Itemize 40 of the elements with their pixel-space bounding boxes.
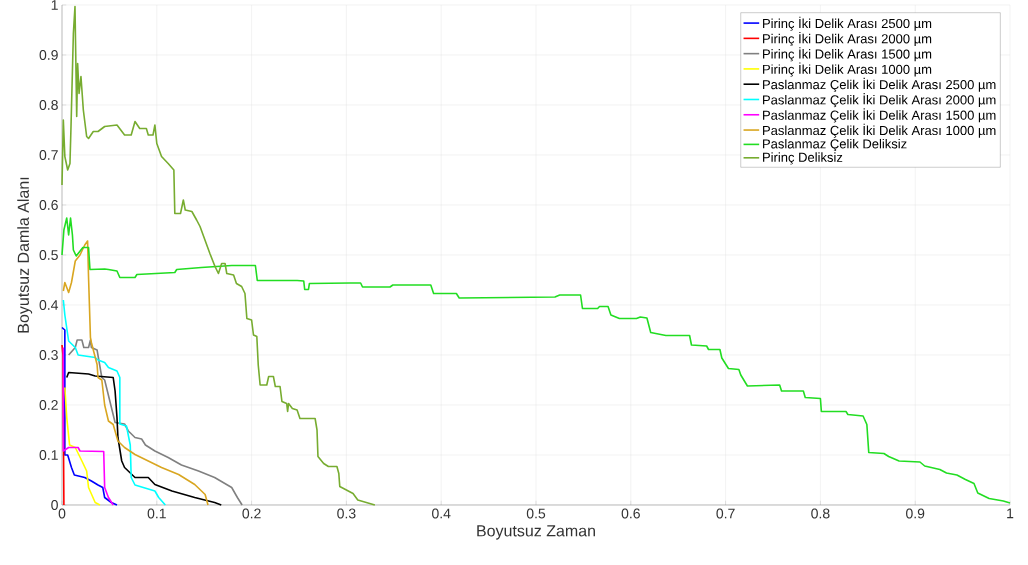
x-tick-label: 0.5 [526, 508, 546, 519]
legend-label: Paslanmaz Çelik İki Delik Arası 1000 µm [763, 123, 996, 138]
y-tick-label: 1 [51, 0, 58, 10]
line-series [65, 371, 223, 506]
legend-label: Pirinç İki Delik Arası 1000 µm [763, 62, 932, 77]
legend-label: Pirinç Deliksiz [763, 152, 843, 165]
y-tick-label: 0.3 [39, 350, 58, 360]
legend-label: Paslanmaz Çelik İki Delik Arası 2500 µm [763, 77, 996, 92]
legend-label: Paslanmaz Çelik Deliksiz [763, 138, 907, 152]
line-series [64, 386, 101, 506]
x-tick-label: 0.8 [811, 508, 830, 519]
y-tick-label: 0.9 [39, 50, 58, 60]
x-axis-title: Boyutsuz Zaman [477, 525, 595, 540]
legend-label: Paslanmaz Çelik İki Delik Arası 2000 µm [763, 93, 996, 108]
x-tick-label: 0.9 [906, 508, 925, 519]
y-tick-label: 0.1 [39, 450, 58, 460]
y-tick-label: 0.8 [39, 100, 58, 110]
x-tick-label: 0.7 [716, 508, 735, 519]
line-series [62, 346, 114, 506]
line-series [61, 326, 118, 506]
y-tick-label: 0.6 [39, 200, 58, 210]
x-tick-label: 0.1 [147, 508, 166, 519]
line-series [67, 339, 243, 506]
legend-label: Pirinç İki Delik Arası 2000 µm [763, 31, 932, 47]
legend-label: Pirinç İki Delik Arası 2500 µm [763, 16, 932, 31]
line-series [62, 299, 167, 506]
x-tick-label: 0.2 [242, 508, 261, 519]
legend-label: Paslanmaz Çelik İki Delik Arası 1500 µm [763, 108, 996, 123]
y-tick-label: 0 [51, 500, 58, 510]
x-tick-label: 0.6 [621, 508, 640, 519]
y-axis-title: Boyutsuz Damla Alanı [17, 177, 33, 333]
y-tick-label: 0.4 [39, 300, 59, 310]
x-tick-label: 1 [1007, 508, 1014, 519]
y-tick-label: 0.5 [39, 250, 58, 260]
y-tick-label: 0.7 [39, 150, 58, 160]
legend-label: Pirinç İki Delik Arası 1500 µm [763, 47, 932, 62]
x-tick-label: 0.4 [432, 508, 451, 519]
x-tick-label: 0 [58, 508, 66, 519]
x-tick-label: 0.3 [337, 508, 356, 519]
y-tick-label: 0.2 [39, 400, 58, 410]
